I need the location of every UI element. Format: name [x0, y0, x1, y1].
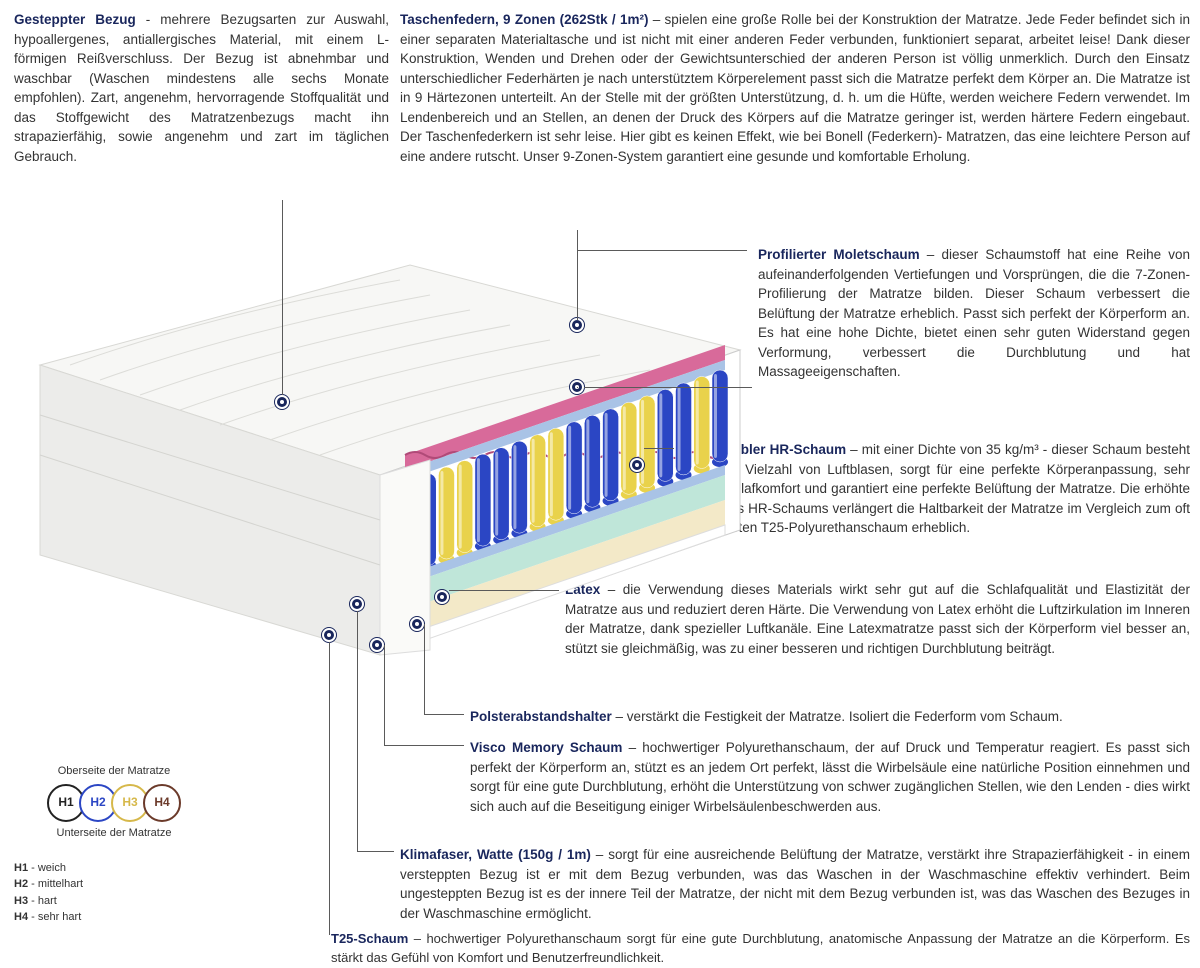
callout-dot-klima	[350, 597, 364, 611]
callout-dot-springs	[570, 318, 584, 332]
callout-dot-t25	[322, 628, 336, 642]
legend-key: H1 - weichH2 - mittelhartH3 - hartH4 - s…	[14, 860, 214, 926]
cover-section: Gesteppter Bezug - mehrere Bezugsarten z…	[14, 10, 389, 167]
cover-body: - mehrere Bezugsarten zur Auswahl, hypoa…	[14, 12, 389, 164]
leader-line	[357, 611, 358, 851]
springs-title: Taschenfedern, 9 Zonen (262Stk / 1m²)	[400, 12, 648, 27]
leader-line	[644, 448, 674, 449]
molet-body: – dieser Schaumstoff hat eine Reihe von …	[758, 247, 1190, 379]
hardness-key-h1: H1 - weich	[14, 860, 214, 877]
molet-section: Profilierter Moletschaum – dieser Schaum…	[758, 245, 1190, 382]
visco-title: Visco Memory Schaum	[470, 740, 622, 755]
leader-line	[424, 714, 464, 715]
spacer-body: – verstärkt die Festigkeit der Matratze.…	[612, 709, 1063, 724]
klima-title: Klimafaser, Watte (150g / 1m)	[400, 847, 591, 862]
callout-dot-cover	[275, 395, 289, 409]
callout-dot-hr	[630, 458, 644, 472]
legend-circles: H1H2H3H4	[14, 784, 214, 822]
callout-dot-spacer	[410, 617, 424, 631]
callout-dot-visco	[370, 638, 384, 652]
klima-section: Klimafaser, Watte (150g / 1m) – sorgt fü…	[400, 845, 1190, 923]
spacer-section: Polsterabstandshalter – verstärkt die Fe…	[470, 707, 1190, 727]
hardness-key-h4: H4 - sehr hart	[14, 909, 214, 926]
visco-section: Visco Memory Schaum – hochwertiger Polyu…	[470, 738, 1190, 816]
legend-top-label: Oberseite der Matratze	[14, 764, 214, 780]
spacer-title: Polsterabstandshalter	[470, 709, 612, 724]
t25-section: T25-Schaum – hochwertiger Polyurethansch…	[331, 930, 1190, 968]
leader-line	[424, 624, 425, 714]
leader-line	[577, 250, 747, 251]
cover-title: Gesteppter Bezug	[14, 12, 136, 27]
legend-bottom-label: Unterseite der Matratze	[14, 826, 214, 842]
leader-line	[577, 230, 578, 320]
leader-line	[449, 590, 559, 591]
leader-line	[282, 200, 283, 395]
hardness-key-h2: H2 - mittelhart	[14, 876, 214, 893]
hardness-circle-h4: H4	[143, 784, 181, 822]
molet-title: Profilierter Moletschaum	[758, 247, 920, 262]
hr-section: Hochflexibler HR-Schaum – mit einer Dich…	[680, 440, 1190, 538]
t25-title: T25-Schaum	[331, 931, 408, 946]
hardness-legend: Oberseite der Matratze H1H2H3H4 Untersei…	[14, 760, 214, 926]
t25-body: – hochwertiger Polyurethanschaum sorgt f…	[331, 931, 1190, 965]
leader-line	[584, 387, 752, 388]
leader-line	[577, 387, 578, 388]
leader-line	[384, 645, 385, 745]
callout-dot-latex	[435, 590, 449, 604]
leader-line	[384, 745, 464, 746]
springs-body: – spielen eine große Rolle bei der Konst…	[400, 12, 1190, 164]
hardness-key-h3: H3 - hart	[14, 893, 214, 910]
leader-line	[329, 642, 330, 935]
springs-section: Taschenfedern, 9 Zonen (262Stk / 1m²) – …	[400, 10, 1190, 167]
leader-line	[357, 851, 394, 852]
